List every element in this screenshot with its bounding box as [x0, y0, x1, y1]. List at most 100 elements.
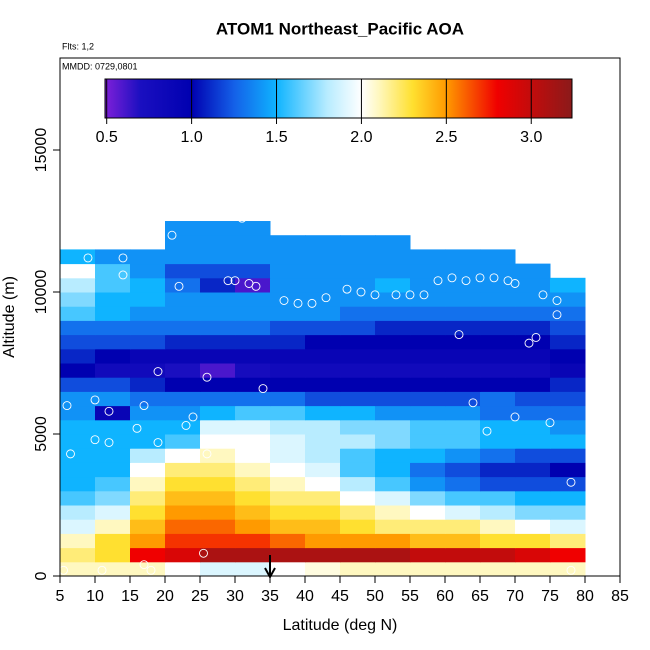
sample-point — [202, 372, 212, 382]
heat-cell — [550, 505, 586, 520]
heat-cell — [375, 320, 411, 336]
sample-point — [475, 273, 485, 283]
heat-cell — [445, 277, 481, 293]
annotation: MMDD: 0729,0801 — [62, 61, 138, 71]
heat-cell — [445, 334, 481, 350]
heat-cell — [305, 419, 341, 435]
heat-cell — [375, 533, 411, 549]
heat-cell — [480, 505, 516, 520]
heat-cell — [200, 505, 236, 520]
heat-cell — [235, 306, 271, 321]
heat-cell — [445, 561, 481, 577]
heat-cell — [165, 363, 201, 378]
heat-cell — [270, 505, 306, 520]
heat-cell — [95, 490, 131, 506]
heat-cell — [165, 320, 201, 336]
heat-cell — [235, 419, 271, 435]
heat-cell — [270, 476, 306, 492]
sample-point — [167, 230, 177, 240]
heat-cell — [200, 533, 236, 549]
heat-cell — [95, 249, 131, 265]
heat-cell — [235, 434, 271, 449]
sample-point — [293, 298, 303, 308]
sample-point — [419, 290, 429, 300]
heat-cell — [515, 462, 551, 478]
sample-point — [489, 273, 499, 283]
heat-cell — [130, 377, 166, 392]
heat-cell — [270, 235, 306, 250]
heat-cell — [305, 377, 341, 392]
heat-cell — [270, 334, 306, 350]
heat-cell — [305, 306, 341, 321]
heat-cell — [95, 561, 131, 577]
heat-cell — [60, 306, 96, 321]
x-tick-label: 45 — [331, 588, 349, 605]
heat-cell — [165, 533, 201, 549]
heat-cell — [480, 561, 516, 577]
heat-cell — [130, 419, 166, 435]
heat-cell — [60, 448, 96, 463]
heat-cell — [130, 363, 166, 378]
heat-cell — [95, 292, 131, 307]
heat-cell — [200, 490, 236, 506]
heat-cell — [305, 292, 341, 307]
sample-point — [538, 290, 548, 300]
sample-point — [391, 290, 401, 300]
heat-cell — [235, 476, 271, 492]
sample-point — [566, 477, 576, 487]
heat-cell — [130, 519, 166, 534]
heat-cell — [305, 561, 341, 577]
sample-point — [321, 293, 331, 303]
heat-cell — [445, 405, 481, 421]
heat-cell — [550, 434, 586, 449]
heat-cell — [375, 391, 411, 407]
heat-cell — [445, 434, 481, 449]
heat-cell — [480, 320, 516, 336]
heat-cell — [60, 505, 96, 520]
sample-point — [174, 281, 184, 291]
heat-cell — [200, 476, 236, 492]
heat-cell — [200, 334, 236, 350]
heat-cell — [235, 448, 271, 463]
heat-cell — [60, 334, 96, 350]
heat-cell — [480, 306, 516, 321]
heat-cell — [445, 490, 481, 506]
heat-cell — [340, 263, 376, 279]
heat-cell — [60, 391, 96, 407]
heat-cell — [305, 533, 341, 549]
heat-cell — [165, 561, 201, 577]
heat-cell — [515, 434, 551, 449]
heat-cell — [515, 363, 551, 378]
heat-cell — [375, 405, 411, 421]
sample-point — [104, 438, 114, 447]
heat-cell — [410, 561, 446, 577]
heat-cell — [95, 519, 131, 534]
heat-cell — [515, 263, 551, 279]
sample-point — [468, 398, 478, 408]
heat-cell — [165, 306, 201, 321]
heat-cell — [550, 334, 586, 350]
sample-point — [181, 421, 191, 430]
colorbar-tick-label: 3.0 — [520, 129, 542, 146]
heat-cell — [60, 419, 96, 435]
heat-cell — [340, 334, 376, 350]
heat-cell — [515, 405, 551, 421]
x-tick-label: 50 — [366, 588, 384, 605]
heat-cell — [200, 348, 236, 364]
heat-cell — [550, 405, 586, 421]
heat-cell — [410, 334, 446, 350]
heat-cell — [550, 292, 586, 307]
heat-cell — [200, 419, 236, 435]
x-tick-label: 65 — [471, 588, 489, 605]
heat-cell — [340, 391, 376, 407]
heat-cell — [200, 448, 236, 463]
heat-cell — [235, 320, 271, 336]
colorbar-tick-label: 2.0 — [350, 129, 372, 146]
heat-cell — [375, 306, 411, 321]
heat-cell — [305, 490, 341, 506]
heat-cell — [130, 448, 166, 463]
heat-cell — [410, 405, 446, 421]
sample-point — [447, 273, 457, 283]
heat-cell — [305, 277, 341, 293]
heat-cell — [130, 292, 166, 307]
